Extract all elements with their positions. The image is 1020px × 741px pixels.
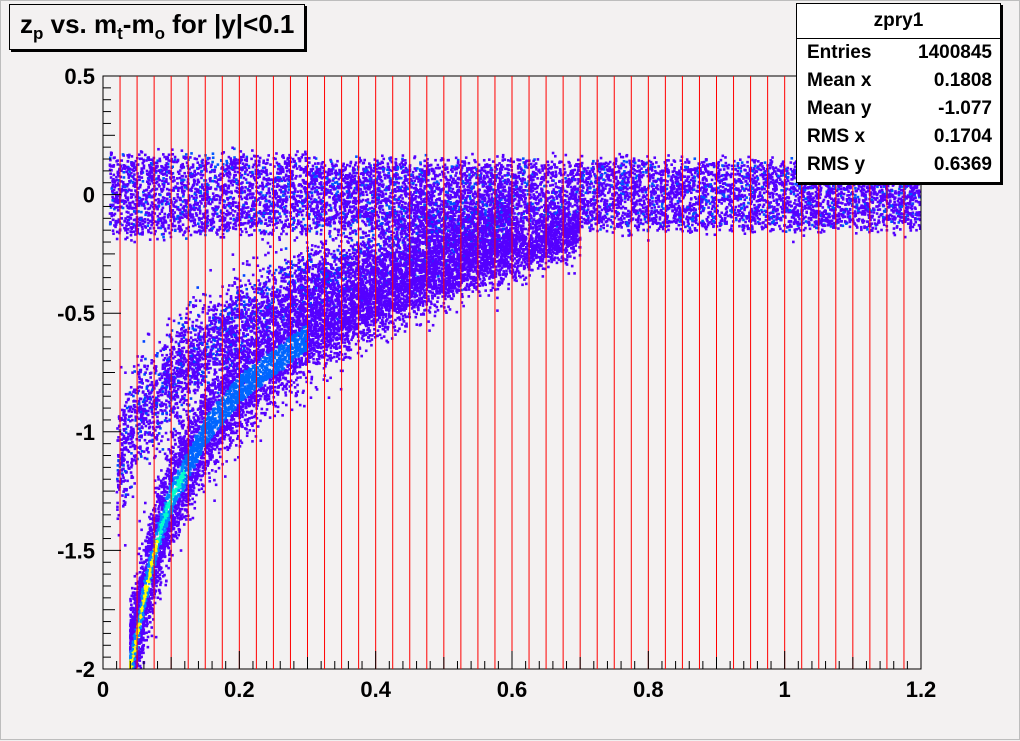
x-tick-label: 1 [779,677,791,702]
stats-row-mean-y: Mean y-1.077 [797,95,1000,123]
heatmap-points [109,146,922,739]
y-tick-label: -2 [75,657,95,682]
chart-title: zp vs. mt-mo for |y|<0.1 [9,4,305,50]
y-tick-label: 0 [83,183,95,208]
y-tick-label: -0.5 [57,301,95,326]
x-tick-label: 0 [97,677,109,702]
stats-title: zpry1 [797,4,1000,39]
x-tick-label: 0.6 [497,677,528,702]
chart-title-text: zp vs. mt-mo for |y|<0.1 [20,11,294,42]
y-tick-label: -1 [75,420,95,445]
x-tick-label: 0.8 [633,677,664,702]
x-tick-label: 1.2 [906,677,937,702]
x-tick-label: 0.4 [360,677,391,702]
y-tick-label: -1.5 [57,538,95,563]
y-tick-label: 0.5 [64,64,95,89]
x-tick-label: 0.2 [224,677,255,702]
